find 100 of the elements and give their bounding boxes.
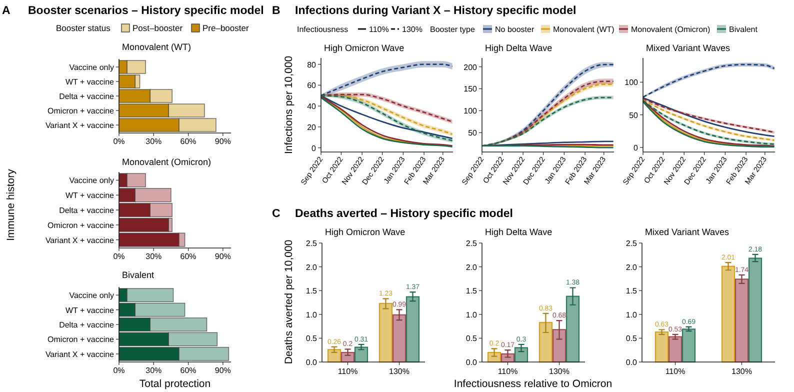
y-tick-label: Omicron + vaccine: [48, 220, 115, 230]
y-tick-label: 100: [464, 106, 478, 116]
chart-subtitle: High Omicron Wave: [325, 227, 406, 237]
y-tick-label: 2.5: [626, 239, 638, 248]
y-tick-label: 2.5: [306, 239, 318, 248]
chart-title: Infections during Variant X – History specific model: [295, 5, 576, 17]
y-tick-label: 1.0: [466, 310, 478, 320]
bar: [406, 296, 420, 363]
y-tick-label: Delta + vaccine: [59, 206, 115, 215]
y-tick-label: Delta + vaccine: [59, 320, 115, 330]
y-tick-label: 40: [307, 102, 317, 112]
x-axis-title: Total protection: [139, 378, 211, 390]
y-tick-label: 0: [634, 143, 639, 152]
bar: [734, 278, 749, 363]
x-axis-title: Infectiousness relative to Omicron: [454, 378, 612, 390]
y-tick-label: Vaccine only: [69, 291, 114, 300]
y-axis-title: Deaths averted per 10,000: [283, 240, 295, 364]
x-tick-label: 90%: [214, 252, 231, 261]
text: A: [2, 5, 10, 17]
x-tick-label: 30%: [146, 137, 162, 146]
x-tick-label: 30%: [146, 252, 162, 261]
y-tick-label: 0.5: [306, 334, 318, 344]
y-tick-label: 0.0: [466, 358, 478, 367]
y-tick-label: Variant X + vaccine: [45, 121, 115, 130]
x-tick-label: 60%: [180, 366, 196, 375]
bar: [682, 328, 696, 363]
y-tick-label: 1.0: [306, 310, 318, 320]
y-tick-label: 150: [464, 84, 478, 94]
y-tick-label: Vaccine only: [69, 62, 114, 72]
y-tick-label: 2.5: [466, 239, 478, 248]
x-tick-label: 110%: [498, 367, 518, 376]
x-tick-label: 60%: [180, 252, 196, 261]
y-tick-label: Vaccine only: [69, 176, 114, 186]
x-tick-label: 0%: [113, 137, 125, 146]
y-tick-label: Variant X + vaccine: [45, 236, 115, 245]
bar: [721, 266, 736, 363]
y-tick-label: 50: [468, 128, 478, 138]
x-tick-label: 0%: [113, 366, 125, 375]
y-tick-label: 60: [307, 81, 317, 90]
bar: [378, 302, 393, 363]
chart-title: Booster scenarios – History specific model: [28, 5, 264, 17]
y-tick-label: 0: [312, 144, 317, 153]
y-tick-label: 0.5: [626, 334, 638, 344]
chart-title: Bivalent: [122, 270, 155, 280]
text: C: [272, 208, 280, 220]
chart-title: Deaths averted – History specific model: [295, 208, 513, 220]
bar: [392, 314, 406, 363]
x-tick-label: 110%: [665, 367, 686, 376]
y-tick-label: 1.5: [466, 286, 478, 296]
bar: [354, 346, 368, 363]
y-tick-label: 0.5: [466, 334, 478, 344]
text: 130%: [402, 25, 422, 34]
y-axis-title: Immune history: [5, 168, 17, 241]
legend-label: Monovalent (WT): [553, 25, 615, 34]
text: 110%: [369, 25, 389, 34]
x-tick-label: 60%: [180, 137, 196, 146]
legend-label: No booster: [495, 25, 534, 34]
chart-title: High Delta Wave: [485, 43, 552, 53]
x-tick-label: 130%: [732, 367, 752, 376]
y-tick-label: 1.0: [626, 310, 638, 320]
y-tick-label: 1.5: [306, 286, 318, 296]
bar: [566, 296, 580, 363]
legend-label: Post–booster: [132, 23, 183, 33]
y-tick-label: 1.5: [626, 286, 638, 296]
chart-title: Monovalent (Omicron): [122, 157, 212, 167]
x-tick-label: 0%: [113, 252, 125, 261]
legend-title: Booster type: [430, 25, 476, 34]
x-tick-label: 30%: [146, 366, 162, 375]
x-tick-label: 110%: [338, 367, 358, 376]
x-tick-label: 130%: [389, 367, 410, 376]
x-tick-label: 90%: [214, 137, 231, 146]
text: B: [272, 5, 280, 17]
y-tick-label: 80: [307, 60, 317, 70]
chart-title: Mixed Variant Waves: [645, 227, 730, 237]
text: Infectiousness: [297, 25, 348, 34]
legend-title: Booster status: [56, 23, 110, 33]
y-axis-title: Infections per 10,000: [283, 56, 295, 154]
y-tick-label: WT + vaccine: [65, 306, 115, 315]
bar: [538, 322, 553, 363]
y-tick-label: 50: [629, 110, 639, 120]
y-tick-label: Omicron + vaccine: [48, 106, 115, 116]
bar: [748, 258, 762, 363]
chart-title: Mixed Variant Waves: [646, 43, 731, 53]
y-tick-label: 100: [624, 78, 639, 88]
bar: [552, 329, 566, 363]
y-tick-label: WT + vaccine: [65, 77, 115, 86]
y-tick-label: WT + vaccine: [65, 191, 115, 200]
y-tick-label: 2.0: [626, 262, 638, 272]
x-tick-label: 90%: [214, 366, 231, 375]
y-tick-label: Delta + vaccine: [59, 92, 115, 101]
x-tick-label: 130%: [549, 367, 570, 376]
chart-subtitle: Monovalent (WT): [122, 42, 192, 52]
y-tick-label: 0.0: [626, 358, 638, 367]
legend-label: Monovalent (Omicron): [631, 25, 710, 34]
chart-subtitle: High Omicron Wave: [324, 43, 404, 53]
legend-label: Pre–booster: [202, 23, 249, 33]
y-tick-label: Variant X + vaccine: [45, 350, 115, 359]
y-tick-label: 0.0: [306, 358, 318, 367]
y-tick-label: 200: [464, 62, 478, 72]
y-tick-label: 2.0: [466, 262, 478, 272]
